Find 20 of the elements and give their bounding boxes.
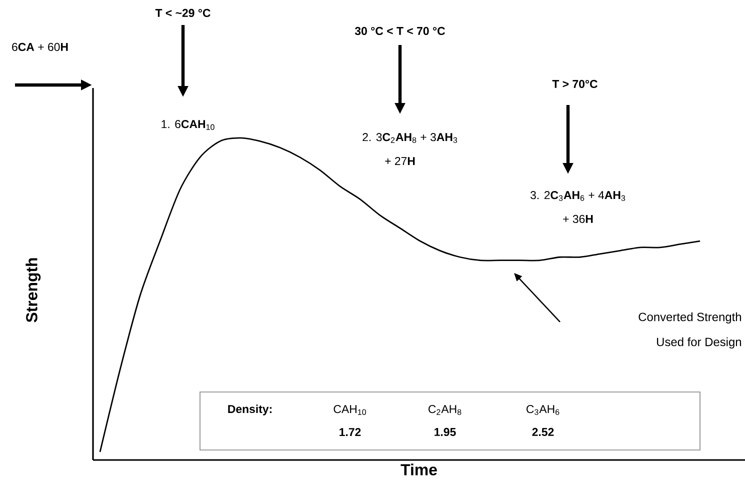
annotation: 1.95 (434, 428, 456, 436)
annotation: 3. 2C$_{3}$AH$_{6}$ + 4AH$_{3}$ (530, 191, 626, 201)
text: T < ~29 °C (155, 8, 210, 18)
annotation: 2. 3C$_{2}$AH$_{8}$ + 3AH$_{3}$ (362, 133, 458, 143)
annotation: C$_{3}$AH$_{6}$ (526, 405, 560, 415)
annotation: Converted Strength (638, 312, 742, 324)
text: 6CA + 60H (12, 42, 68, 52)
text: 30 °C < T < 70 °C (354, 26, 446, 36)
annotation: CAH$_{10}$ (334, 405, 366, 415)
annotation: Density: (228, 404, 272, 416)
annotation: + 27H (385, 156, 415, 165)
annotation: + 36H (563, 214, 593, 224)
annotation: 2.52 (532, 428, 554, 436)
x-axis-title: Time (400, 464, 437, 476)
text: 1. 6CAH$_{10}$ (162, 120, 214, 130)
y-axis-title: Strength (26, 258, 41, 322)
annotation: 1.72 (340, 428, 361, 436)
text: T > 70°C (552, 80, 598, 88)
annotation: Used for Design (657, 337, 742, 349)
annotation: C$_{2}$AH$_{8}$ (428, 405, 462, 415)
